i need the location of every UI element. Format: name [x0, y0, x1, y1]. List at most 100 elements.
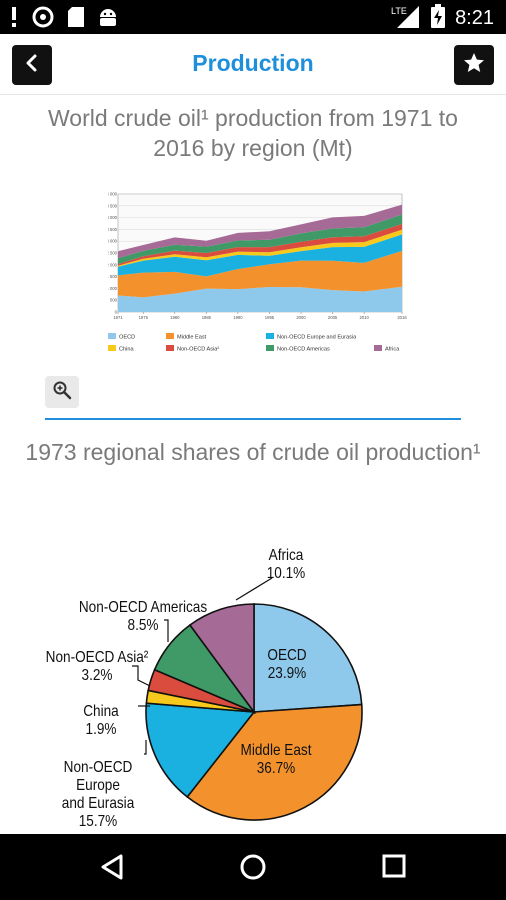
legend-item: Africa	[374, 345, 400, 353]
legend-swatch	[166, 333, 174, 339]
legend-swatch	[266, 345, 274, 351]
status-time: 8:21	[455, 7, 494, 29]
sync-disc-icon	[32, 6, 54, 33]
network-label: LTE	[391, 6, 407, 16]
favorite-button[interactable]	[454, 45, 494, 85]
legend-label: Non-OECD Asia²	[177, 347, 219, 353]
y-tick-label: 4 500	[108, 203, 118, 208]
legend-item: OECD	[108, 333, 135, 341]
pie-labels: OECD 23.9% Middle East 36.7% Africa 10.1% Non-…	[46, 547, 313, 830]
pie-label-line: 3.2%	[82, 667, 113, 684]
pie-label-line: Non-OECD Asia²	[46, 649, 149, 666]
battery-charging-icon	[431, 4, 446, 33]
square-recents-icon	[382, 854, 406, 878]
leader-line	[144, 740, 147, 755]
x-tick-label: 1980	[170, 315, 180, 320]
pie-label-line: 10.1%	[267, 565, 306, 582]
legend-swatch	[266, 333, 274, 339]
zoom-button[interactable]	[45, 376, 79, 408]
area-non-oecd-europe-and-eurasia	[118, 234, 402, 277]
y-tick-label: 2 500	[108, 251, 118, 256]
x-tick-label: 1971	[113, 315, 123, 320]
pie-chart: OECD 23.9% Middle East 36.7% Africa 10.1% Non-…	[40, 540, 470, 835]
nav-home-button[interactable]	[239, 853, 267, 886]
leader-line	[164, 619, 169, 642]
status-bar: LTE 8:21	[0, 0, 506, 34]
pie-label-non-oecd-americas: Non-OECD Americas 8.5%	[79, 599, 207, 634]
lte-signal-icon: LTE	[391, 4, 421, 33]
section-divider	[45, 418, 461, 420]
pie-label-line: OECD	[267, 647, 306, 664]
chevron-left-icon	[22, 53, 42, 78]
legend-swatch	[374, 345, 382, 351]
y-tick-label: 0	[115, 310, 118, 315]
pie-label-non-oecd-asia: Non-OECD Asia² 3.2%	[46, 649, 149, 684]
area-middle-east	[118, 250, 402, 298]
y-tick-label: 1 000	[108, 286, 118, 291]
legend: OECD Middle East Non-OECD Europe and Euras…	[108, 333, 400, 353]
android-icon	[98, 7, 118, 32]
area-oecd	[118, 286, 402, 312]
zoom-in-icon	[52, 380, 72, 405]
pie-slice-africa	[188, 603, 255, 715]
x-tick-label: 1985	[202, 315, 212, 320]
area-china	[118, 229, 402, 267]
pie-label-line: Non-OECD	[64, 759, 133, 776]
x-tick-label: 2000	[296, 315, 306, 320]
pie-slice-middle-east	[186, 703, 363, 821]
y-tick-label: 3 500	[108, 227, 118, 232]
y-tick-label: 4 000	[108, 215, 118, 220]
pie-label-oecd: OECD 23.9%	[267, 647, 306, 682]
pie-label-line: 8.5%	[128, 617, 159, 634]
x-tick-label: 1975	[139, 315, 149, 320]
pie-label-line: Non-OECD Americas	[79, 599, 207, 616]
pie-label-line: 15.7%	[79, 813, 118, 830]
legend-label: OECD	[119, 335, 135, 341]
pie-label-non-oecd-europe: Non-OECD Europe and Eurasia 15.7%	[62, 759, 135, 830]
pie-slices	[145, 603, 363, 821]
app-bar: Production	[0, 34, 506, 95]
leader-line	[235, 577, 273, 601]
legend-label: China	[119, 347, 135, 353]
nav-back-button[interactable]	[99, 853, 127, 886]
page-title: Production	[192, 50, 314, 76]
area-non-oecd-asia-	[118, 224, 402, 266]
legend-swatch	[166, 345, 174, 351]
pie-label-middle-east: Middle East 36.7%	[241, 742, 313, 777]
area-chart-title: World crude oil¹ production from 1971 to…	[48, 105, 458, 161]
legend-label: Middle East	[177, 335, 207, 341]
triangle-back-icon	[101, 854, 123, 880]
x-tick-label: 2005	[328, 315, 338, 320]
y-tick-label: 3 000	[108, 239, 118, 244]
legend-swatch	[108, 345, 116, 351]
legend-label: Non-OECD Europe and Eurasia	[277, 335, 357, 341]
x-tick-label: 2010	[359, 315, 369, 320]
pie-chart-title: 1973 regional shares of crude oil produc…	[25, 439, 481, 465]
pie-label-line: 1.9%	[86, 721, 117, 738]
legend-item: Middle East	[166, 333, 207, 341]
y-tick-label: 2 000	[108, 262, 118, 267]
pie-slice-non-oecd-europe-and-eurasia	[145, 702, 256, 799]
back-button[interactable]	[12, 45, 52, 85]
pie-label-line: Africa	[269, 547, 304, 564]
pie-label-china: China 1.9%	[83, 703, 119, 738]
legend-label: Africa	[385, 347, 400, 353]
pie-label-line: Europe	[76, 777, 120, 794]
nav-recents-button[interactable]	[381, 853, 407, 884]
x-tick-label: 1995	[265, 315, 275, 320]
pie-leader-lines	[132, 577, 273, 755]
alert-icon	[10, 7, 18, 32]
pie-slice-oecd	[253, 603, 363, 713]
pie-label-line: and Eurasia	[62, 795, 135, 812]
x-axis: 1971 1975 1980 1985 1990 1995 2000 2005 2010 2016	[113, 312, 407, 320]
y-tick-label: 1 500	[108, 274, 118, 279]
pie-label-line: 23.9%	[268, 665, 307, 682]
legend-item: China	[108, 345, 135, 353]
leader-line	[132, 665, 151, 687]
legend-item: Non-OECD Europe and Eurasia	[266, 333, 357, 341]
circle-home-icon	[240, 854, 266, 880]
legend-label: Non-OECD Americas	[277, 347, 330, 353]
y-tick-label: 500	[110, 298, 118, 303]
pie-label-line: China	[83, 703, 119, 720]
pie-label-line: 36.7%	[257, 760, 296, 777]
